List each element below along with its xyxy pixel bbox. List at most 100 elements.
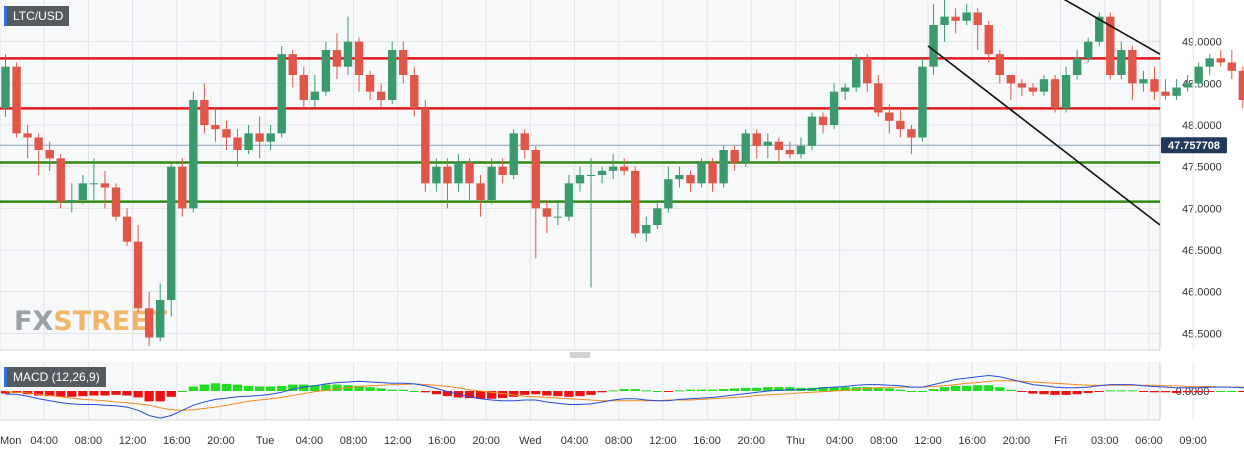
bull-candle: [78, 175, 88, 205]
candle-body: [863, 58, 872, 84]
candle-body: [354, 41, 364, 75]
candle-body: [67, 200, 77, 202]
macd-line: [5, 374, 1244, 419]
bull-candle: [675, 166, 684, 188]
bull-candle: [851, 54, 861, 92]
x-tick-label: Thu: [786, 435, 805, 447]
candle-body: [962, 12, 971, 21]
candle-body: [321, 50, 331, 92]
symbol-label: LTC/USD: [4, 6, 70, 26]
macd-histogram-bar: [387, 389, 397, 391]
macd-histogram-bar: [78, 391, 88, 397]
macd-histogram-bar: [707, 389, 718, 391]
bear-candle: [1150, 66, 1159, 100]
bear-candle: [730, 145, 739, 171]
bull-candle: [840, 83, 850, 100]
candle-body: [818, 116, 828, 125]
macd-histogram-bar: [177, 391, 187, 392]
x-tick-label: 03:00: [1091, 435, 1119, 447]
candle-body: [752, 133, 761, 146]
candle-body: [929, 25, 938, 67]
bull-candle: [277, 45, 286, 138]
candle-body: [642, 225, 651, 234]
x-tick-label: 08:00: [75, 435, 103, 447]
x-tick-label: 04:00: [30, 435, 58, 447]
candle-body: [476, 183, 485, 200]
macd-histogram-bar: [199, 384, 210, 391]
bear-candle: [1050, 75, 1060, 113]
x-tick-label: 08:00: [870, 435, 898, 447]
macd-histogram-bar: [906, 391, 917, 392]
bear-candle: [973, 8, 982, 50]
macd-histogram-bar: [332, 384, 342, 391]
macd-histogram-bar: [774, 387, 784, 391]
macd-histogram-bar: [1094, 391, 1104, 392]
y-tick-label: 48.5000: [1182, 78, 1222, 90]
macd-histogram-bar: [0, 391, 11, 394]
macd-histogram-bar: [431, 391, 442, 395]
bear-candle: [907, 125, 916, 155]
candle-body: [387, 50, 397, 100]
candle-body: [675, 175, 684, 180]
bear-candle: [785, 141, 795, 159]
x-tick-label: Mon: [0, 435, 21, 447]
candle-body: [332, 50, 342, 67]
candle-body: [631, 170, 640, 234]
candle-body: [719, 150, 728, 184]
x-tick-label: 08:00: [340, 435, 368, 447]
candle-body: [918, 66, 927, 138]
candle-body: [78, 183, 88, 200]
candle-body: [222, 129, 231, 138]
bull-candle: [642, 216, 651, 242]
bear-candle: [896, 108, 905, 138]
candle-body: [907, 129, 916, 138]
macd-histogram-bar: [939, 387, 950, 391]
macd-histogram-bar: [873, 387, 883, 391]
x-tick-label: 12:00: [384, 435, 412, 447]
bear-candle: [863, 54, 872, 92]
last-price-tag: [1161, 137, 1227, 154]
candle-body: [277, 54, 286, 134]
candle-body: [531, 150, 541, 209]
macd-histogram-bar: [1028, 391, 1038, 394]
bull-candle: [266, 125, 275, 150]
y-tick-label: 46.5000: [1182, 245, 1222, 257]
macd-histogram-bar: [409, 391, 419, 392]
candle-body: [951, 16, 960, 21]
x-tick-label: 12:00: [914, 435, 942, 447]
bear-candle: [818, 112, 828, 134]
bull-candle: [454, 154, 463, 192]
bear-candle: [1216, 50, 1225, 67]
candle-body: [310, 91, 320, 100]
y-tick-label: 46.0000: [1182, 287, 1222, 299]
x-tick-label: 20:00: [472, 435, 500, 447]
candle-body: [233, 137, 242, 150]
candle-body: [708, 162, 717, 184]
bear-candle: [255, 116, 264, 159]
macd-histogram-bar: [829, 387, 839, 391]
macd-histogram-bar: [1160, 391, 1171, 393]
candle-body: [410, 75, 419, 109]
macd-histogram-bar: [321, 384, 331, 391]
candle-body: [520, 133, 529, 150]
candle-body: [829, 91, 839, 125]
bear-candle: [222, 120, 231, 150]
candle-body: [664, 179, 673, 209]
y-tick-label: 47.0000: [1182, 203, 1222, 215]
x-tick-label: 04:00: [826, 435, 854, 447]
macd-histogram-bar: [1182, 391, 1193, 393]
macd-histogram-bar: [1083, 391, 1093, 393]
bear-candle: [365, 70, 375, 100]
bear-candle: [995, 50, 1005, 84]
candle-body: [1205, 58, 1214, 67]
bull-candle: [564, 175, 574, 221]
y-tick-label: 48.0000: [1182, 120, 1222, 132]
macd-histogram-bar: [243, 385, 254, 391]
bear-candle: [752, 129, 761, 159]
bull-candle: [586, 158, 596, 288]
channel-trend-line: [1063, 0, 1160, 55]
bear-candle: [144, 291, 154, 346]
candle-body: [1006, 75, 1016, 84]
candle-body: [774, 141, 784, 150]
bear-candle: [410, 66, 419, 117]
